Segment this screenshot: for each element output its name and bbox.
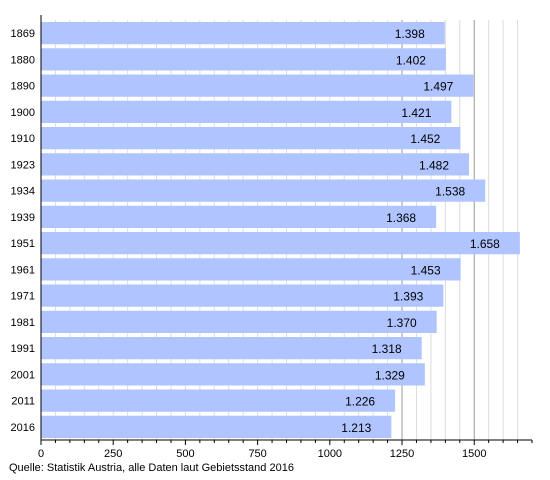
value-label: 1.658 [470, 237, 500, 251]
x-tick-label: 1250 [390, 448, 414, 460]
value-label: 1.329 [375, 368, 405, 382]
value-label: 1.398 [395, 27, 425, 41]
value-label: 1.453 [411, 263, 441, 277]
bar-2001 [41, 363, 425, 386]
value-label: 1.318 [372, 342, 402, 356]
value-label: 1.226 [345, 395, 375, 409]
category-label: 1961 [11, 264, 35, 276]
value-label: 1.393 [393, 290, 423, 304]
x-tick-label: 500 [176, 448, 194, 460]
value-label: 1.402 [396, 53, 426, 67]
category-label: 1981 [11, 317, 35, 329]
category-label: 1869 [11, 28, 35, 40]
bar-1900 [41, 100, 452, 123]
bar-1880 [41, 48, 446, 71]
category-label: 2016 [11, 422, 35, 434]
value-label: 1.452 [410, 132, 440, 146]
value-label: 1.421 [401, 106, 431, 120]
value-label: 1.482 [419, 158, 449, 172]
value-label: 1.497 [423, 80, 453, 94]
category-label: 1939 [11, 212, 35, 224]
value-label: 1.213 [341, 421, 371, 435]
category-label: 1951 [11, 238, 35, 250]
bar-1923 [41, 153, 470, 176]
bar-1910 [41, 127, 461, 150]
category-label: 2001 [11, 369, 35, 381]
bar-1971 [41, 284, 444, 307]
bar-1890 [41, 74, 474, 97]
x-tick-label: 1000 [318, 448, 342, 460]
category-label: 1991 [11, 343, 35, 355]
category-label: 1923 [11, 159, 35, 171]
x-tick-label: 0 [38, 448, 44, 460]
x-tick-label: 750 [248, 448, 266, 460]
value-label: 1.368 [386, 211, 416, 225]
value-label: 1.538 [435, 185, 465, 199]
bar-1934 [41, 179, 486, 202]
chart-source-note: Quelle: Statistik Austria, alle Daten la… [9, 462, 294, 474]
category-label: 1971 [11, 291, 35, 303]
bar-1981 [41, 310, 437, 333]
bar-2011 [41, 389, 396, 412]
value-label: 1.370 [387, 316, 417, 330]
category-label: 1910 [11, 133, 35, 145]
category-label: 1900 [11, 107, 35, 119]
bar-1961 [41, 258, 461, 281]
bar-1869 [41, 22, 445, 45]
x-tick-label: 1500 [462, 448, 486, 460]
x-tick-label: 250 [104, 448, 122, 460]
category-label: 1934 [11, 186, 35, 198]
category-label: 1890 [11, 81, 35, 93]
bar-2016 [41, 415, 392, 438]
bar-chart: 1869 1880 1890 1900 1910 1923 1934 1939 1951 1961… [11, 15, 533, 460]
category-label: 1880 [11, 54, 35, 66]
bar-1939 [41, 205, 437, 228]
category-label: 2011 [11, 396, 35, 408]
bar-1951 [41, 232, 520, 255]
bar-1991 [41, 337, 422, 360]
